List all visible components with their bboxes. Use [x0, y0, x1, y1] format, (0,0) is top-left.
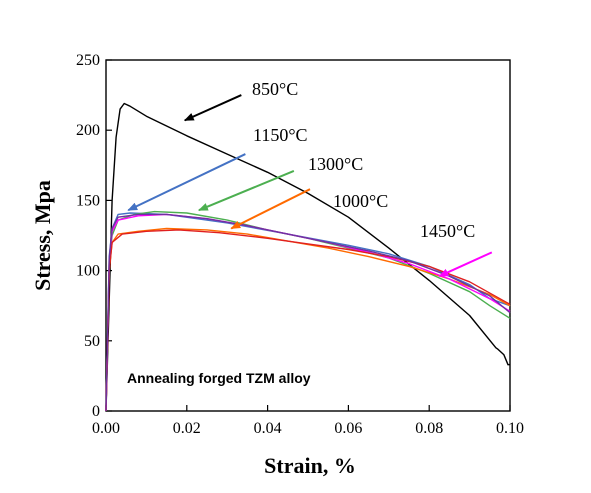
- y-tick-label: 0: [92, 403, 100, 420]
- y-tick-label: 100: [76, 263, 100, 280]
- x-tick-label: 0.00: [92, 420, 120, 437]
- series-line-850c: [105, 102, 510, 412]
- series-label: 850°C: [252, 79, 298, 99]
- label-arrow: [127, 153, 246, 212]
- series-line-curve-7: [105, 213, 511, 412]
- x-tick-label: 0.02: [173, 420, 201, 437]
- series-line-curve-6: [105, 229, 511, 412]
- series-label: 1300°C: [308, 154, 363, 174]
- x-axis-title: Strain, %: [264, 453, 356, 478]
- series-label: 1450°C: [420, 221, 475, 241]
- alloy-note: Annealing forged TZM alloy: [127, 370, 311, 386]
- series-line-1000c: [105, 227, 511, 412]
- series-label: 1000°C: [333, 191, 388, 211]
- y-tick-label: 250: [76, 52, 100, 69]
- axis-ticks: 0.00 0.02 0.04 0.06 0.08 0.10 0 50 100 150 200 250: [76, 52, 524, 437]
- label-arrow: [183, 94, 242, 122]
- y-tick-label: 50: [84, 333, 100, 350]
- label-arrow: [197, 169, 295, 212]
- x-tick-label: 0.10: [496, 420, 524, 437]
- series-lines: [105, 102, 511, 412]
- plot-frame: [105, 59, 511, 412]
- y-tick-label: 150: [76, 192, 100, 209]
- x-tick-label: 0.06: [334, 420, 362, 437]
- label-arrow: [438, 251, 493, 278]
- x-tick-label: 0.08: [415, 420, 443, 437]
- label-arrow: [230, 188, 311, 230]
- x-tick-label: 0.04: [254, 420, 282, 437]
- y-axis-title: Stress, Mpa: [30, 180, 55, 291]
- y-tick-label: 200: [76, 122, 100, 139]
- series-label: 1150°C: [253, 125, 308, 145]
